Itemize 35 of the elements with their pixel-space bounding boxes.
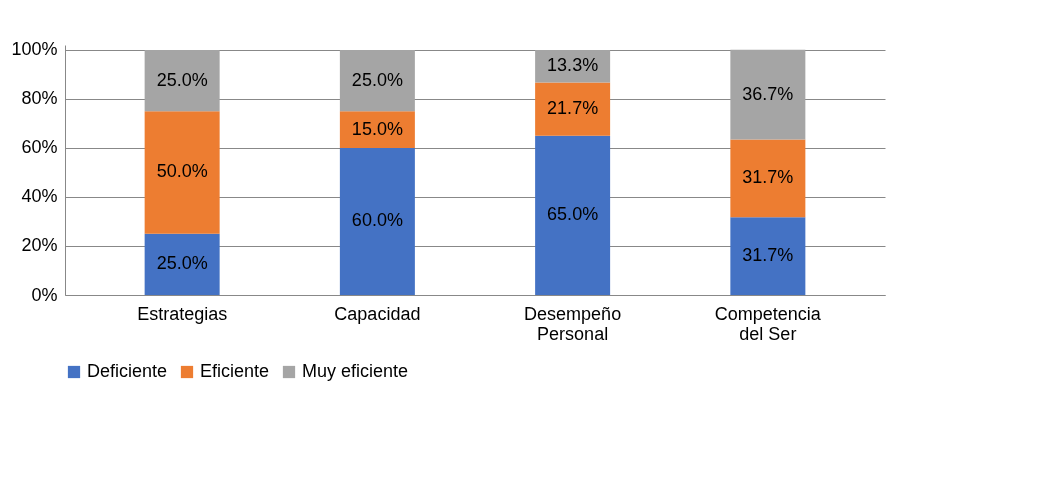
y-tick-label: 40% [21, 186, 58, 207]
y-tick-label: 20% [21, 235, 58, 256]
y-tick-label: 80% [21, 88, 58, 109]
data-label: 65.0% [547, 204, 599, 225]
bar [339, 147, 415, 295]
bar [144, 49, 220, 112]
bar [144, 233, 220, 295]
bar [535, 135, 611, 295]
data-label: 25.0% [351, 69, 403, 90]
bar [535, 82, 611, 136]
data-label: 25.0% [156, 69, 208, 90]
bar [730, 49, 806, 140]
data-label: 50.0% [156, 161, 208, 182]
data-label: 31.7% [742, 245, 794, 266]
legend-label: Eficiente [200, 361, 270, 381]
legend-label: Muy eficiente [302, 361, 409, 381]
data-label: 15.0% [351, 118, 403, 139]
x-tick-label: Capacidad [334, 303, 421, 324]
y-tick-label: 100% [11, 39, 58, 60]
legend-label: Deficiente [87, 361, 168, 381]
x-tick-label: Desempeño Personal [524, 303, 622, 344]
bar [339, 49, 415, 112]
x-tick-label: Competencia del Ser [714, 303, 822, 344]
data-label: 31.7% [742, 167, 794, 188]
bar [730, 139, 806, 218]
data-label: 36.7% [742, 83, 794, 104]
y-tick-label: 0% [31, 284, 58, 305]
bar [730, 217, 806, 295]
data-label: 60.0% [351, 210, 403, 231]
x-tick-label: Estrategias [137, 303, 228, 324]
bar [144, 111, 220, 234]
y-tick-label: 60% [21, 137, 58, 158]
data-label: 21.7% [547, 98, 599, 119]
data-label: 13.3% [547, 55, 599, 76]
data-label: 25.0% [156, 253, 208, 274]
